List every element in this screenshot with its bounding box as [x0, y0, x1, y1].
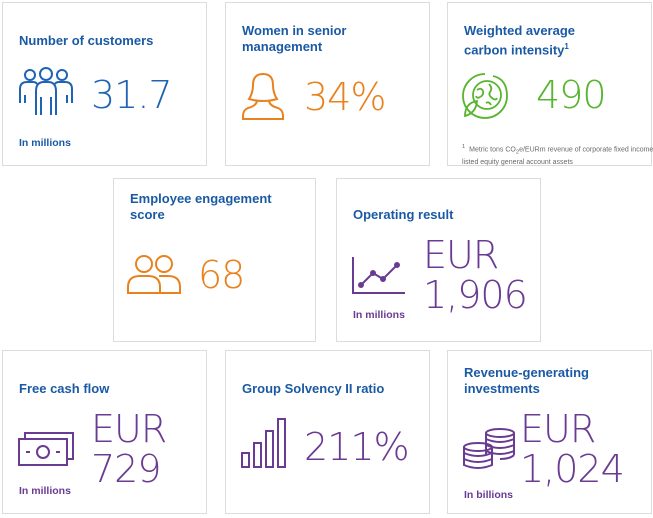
footnote-text-a: Metric tons CO	[469, 146, 516, 154]
card-carbon-intensity: Weighted average carbon intensity1 490 1…	[447, 2, 653, 167]
card-solvency-ratio: Group Solvency II ratio 211%	[225, 350, 430, 514]
card-operating-result: Operating result EUR 1,906 In millions	[336, 178, 541, 342]
cashflow-note: In millions	[19, 485, 71, 497]
card-revenue-investments: Revenue-generating investments EUR 1,024…	[447, 350, 652, 514]
coin-stack-icon	[463, 428, 515, 469]
title-line: management	[242, 39, 323, 54]
title-line: score	[130, 207, 165, 222]
amount-value: 729	[91, 447, 162, 491]
card-women-senior-management: Women in senior management 34%	[225, 2, 430, 166]
customers-note: In millions	[19, 137, 71, 149]
card-title: Operating result	[353, 207, 454, 222]
card-free-cash-flow: Free cash flow EUR 729 In millions	[2, 350, 207, 514]
title-line: carbon intensity	[464, 42, 565, 58]
cashflow-value: EUR 729	[91, 407, 167, 491]
title-line: investments	[464, 381, 540, 396]
card-title: Women in senior management	[242, 23, 347, 55]
investments-note: In billions	[464, 489, 513, 501]
line-chart-icon	[352, 257, 405, 294]
currency-label: EUR	[423, 233, 499, 277]
card-title: Employee engagement score	[130, 191, 272, 223]
footnote-subscript: 2	[515, 149, 520, 156]
footnote-text-b: e/EURm revenue of corporate fixed income…	[462, 146, 653, 166]
engagement-value: 68	[198, 253, 245, 297]
globe-leaf-icon	[462, 73, 508, 119]
solvency-value: 211%	[304, 425, 410, 469]
footnote-marker: 1	[462, 144, 466, 150]
title-line: Women in senior	[242, 23, 347, 38]
amount-value: 1,906	[423, 273, 528, 317]
title-line: Weighted average	[464, 23, 576, 38]
carbon-footnote: 1 Metric tons CO2e/EURm revenue of corpo…	[462, 143, 653, 167]
amount-value: 1,024	[520, 447, 625, 491]
customers-value: 31.7	[91, 73, 173, 117]
banknote-icon	[18, 432, 74, 466]
currency-label: EUR	[91, 407, 167, 451]
investments-value: EUR 1,024	[520, 407, 625, 491]
carbon-value: 490	[536, 73, 607, 117]
currency-label: EUR	[520, 407, 596, 451]
card-number-of-customers: Number of customers 31.7 In millions	[2, 2, 207, 166]
two-people-icon	[127, 255, 181, 294]
bar-chart-icon	[241, 418, 286, 468]
woman-icon	[242, 72, 284, 120]
card-title: Weighted average carbon intensity1	[464, 23, 575, 58]
title-line: Employee engagement	[130, 191, 272, 206]
card-title: Free cash flow	[19, 381, 110, 396]
card-title: Revenue-generating investments	[464, 365, 589, 397]
operating-value: EUR 1,906	[423, 233, 528, 317]
card-title: Number of customers	[19, 33, 154, 48]
people-group-icon	[19, 67, 73, 115]
footnote-marker: 1	[564, 42, 569, 51]
card-title: Group Solvency II ratio	[242, 381, 385, 396]
title-line: Revenue-generating	[464, 365, 589, 380]
operating-note: In millions	[353, 309, 405, 321]
card-employee-engagement: Employee engagement score 68	[113, 178, 316, 342]
women-value: 34%	[304, 75, 386, 119]
